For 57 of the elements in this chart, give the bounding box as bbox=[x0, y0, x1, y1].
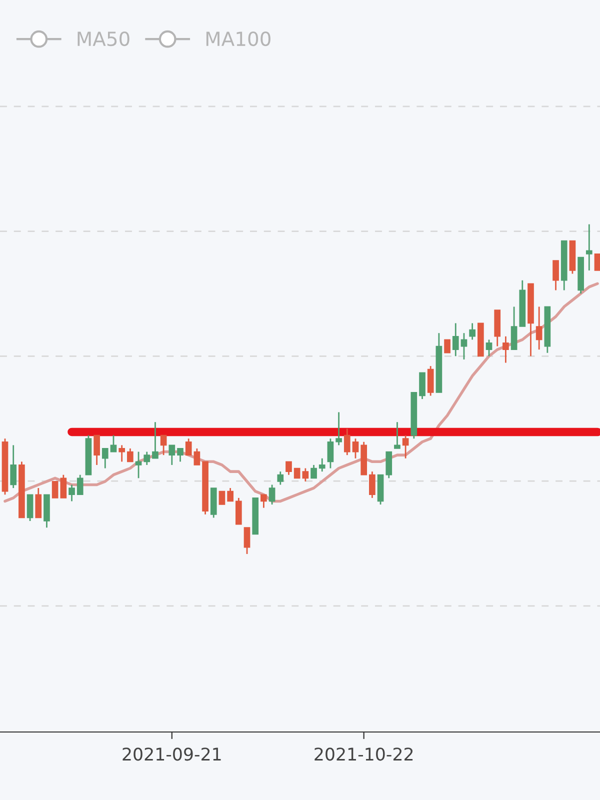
candlestick bbox=[235, 497, 242, 525]
candlestick bbox=[110, 434, 117, 452]
candlestick bbox=[160, 434, 167, 456]
candlestick bbox=[502, 336, 509, 364]
candlestick bbox=[218, 490, 226, 505]
x-tick-label: 2021-10-22 bbox=[314, 748, 413, 761]
candlestick bbox=[369, 470, 376, 499]
candlestick bbox=[460, 332, 468, 360]
candlestick bbox=[127, 448, 134, 462]
candlestick bbox=[386, 451, 392, 479]
candlestick bbox=[118, 444, 126, 462]
candlestick bbox=[486, 338, 492, 357]
candlestick bbox=[227, 487, 234, 502]
candlestick bbox=[244, 526, 250, 555]
candlestick bbox=[419, 372, 426, 400]
candlestick bbox=[302, 468, 309, 482]
candlestick bbox=[352, 438, 359, 460]
candlestick bbox=[327, 438, 334, 469]
candlestick bbox=[194, 448, 200, 466]
legend-label: MA100 bbox=[206, 31, 270, 46]
candlestick bbox=[310, 464, 317, 479]
candlestick bbox=[286, 460, 292, 476]
candlestick bbox=[402, 434, 409, 460]
candlestick bbox=[552, 260, 559, 291]
candlestick bbox=[102, 448, 108, 469]
candlestick bbox=[94, 434, 100, 466]
candlestick bbox=[26, 494, 34, 522]
candlestick bbox=[35, 487, 42, 518]
x-tick-label: 2021-09-21 bbox=[122, 748, 221, 761]
candlestick bbox=[260, 494, 267, 509]
candlestick bbox=[594, 254, 600, 271]
candlestick bbox=[452, 322, 459, 357]
candlestick bbox=[177, 448, 184, 462]
candlestick bbox=[68, 484, 75, 502]
candlestick bbox=[60, 474, 67, 499]
candlestick bbox=[444, 339, 450, 354]
candlestick bbox=[536, 306, 542, 350]
candlestick bbox=[10, 444, 17, 489]
candlestick bbox=[586, 224, 592, 272]
candlestick bbox=[344, 428, 350, 456]
candlestick bbox=[268, 484, 276, 506]
candlestick bbox=[469, 322, 476, 340]
legend-label: MA50 bbox=[78, 31, 130, 46]
candlestick bbox=[394, 421, 400, 450]
candlestick bbox=[152, 421, 158, 460]
candlestick bbox=[427, 365, 434, 396]
candlestick bbox=[294, 468, 300, 479]
candlestick bbox=[510, 306, 518, 350]
candlestick bbox=[144, 451, 150, 466]
candlestick bbox=[168, 444, 176, 466]
candlestick bbox=[318, 458, 326, 472]
candlestick bbox=[135, 451, 142, 479]
candlestick bbox=[336, 412, 342, 446]
candlestick bbox=[52, 481, 58, 498]
candlestick bbox=[277, 470, 284, 486]
candlestick bbox=[185, 438, 192, 456]
candlestick bbox=[76, 474, 84, 496]
